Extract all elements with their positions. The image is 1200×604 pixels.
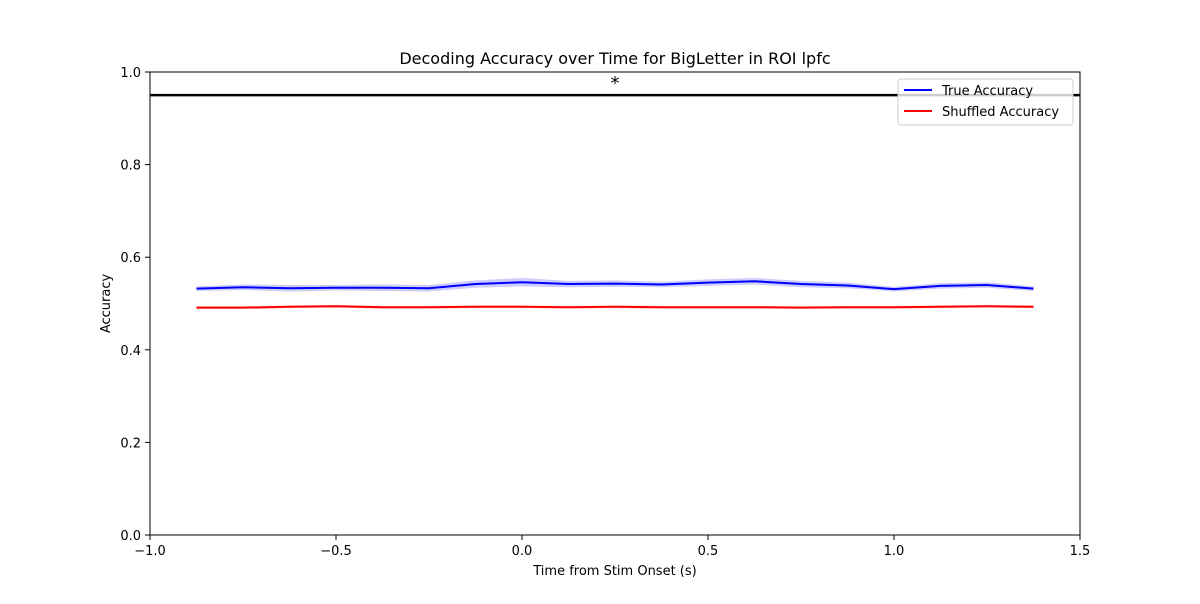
y-tick-label: 1.0: [120, 66, 141, 81]
series-0-error-band: [196, 278, 1034, 292]
axes-frame: [149, 71, 1081, 536]
y-tick-label: 0.8: [120, 159, 141, 174]
y-axis-label: Accuracy: [99, 274, 114, 334]
x-axis-label: Time from Stim Onset (s): [532, 564, 696, 579]
x-tick-label: 1.5: [1070, 544, 1091, 559]
significance-marker: *: [611, 73, 620, 94]
x-tick-label: 0.5: [698, 544, 719, 559]
x-tick-label: 1.0: [884, 544, 905, 559]
y-tick-label: 0.4: [120, 344, 141, 359]
y-tick-label: 0.6: [120, 251, 141, 266]
y-tick-label: 0.0: [120, 529, 141, 544]
plot-area: * −1.0 −0.5 0.0 0.5 1.0 1.5 0.0 0.2 0.4 0.6 0.8 1.0 T…: [120, 66, 1090, 559]
legend-label-0: True Accuracy: [941, 84, 1033, 99]
series-1-line: [196, 305, 1034, 309]
y-tick-label: 0.2: [120, 436, 141, 451]
series-0-line: [196, 280, 1034, 291]
x-tick-label: 0.0: [512, 544, 533, 559]
x-tick-label: −1.0: [134, 544, 166, 559]
x-tick-label: −0.5: [320, 544, 352, 559]
chart-title: Decoding Accuracy over Time for BigLette…: [399, 49, 830, 68]
legend-label-1: Shuffled Accuracy: [942, 105, 1059, 120]
legend-box: [897, 78, 1074, 126]
